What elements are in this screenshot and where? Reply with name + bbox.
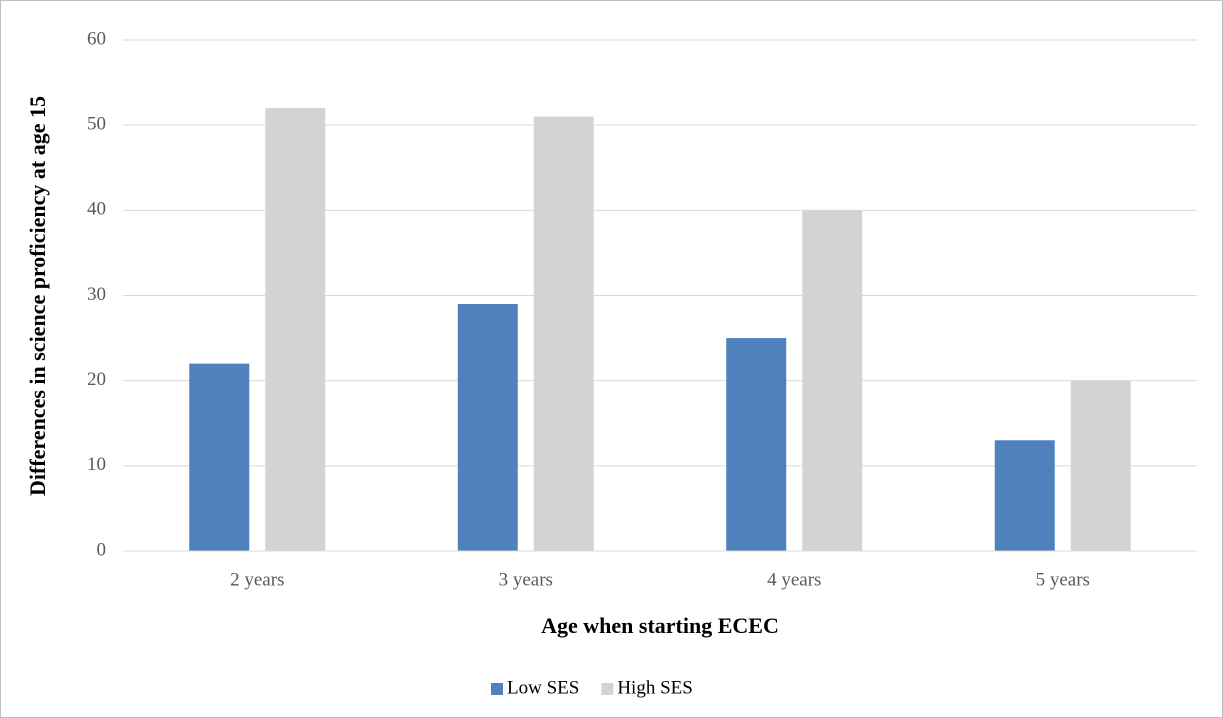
y-axis-title: Differences in science proficiency at ag… [25,96,50,496]
y-tick-label: 60 [87,28,106,49]
bar [189,363,250,551]
x-tick-label: 4 years [767,569,821,590]
legend-swatch [601,683,614,695]
bar [1070,380,1131,551]
y-tick-label: 0 [97,539,107,560]
legend-label: High SES [617,677,693,698]
bar [457,304,518,551]
bar [726,338,787,551]
y-tick-label: 40 [87,199,106,220]
y-tick-label: 50 [87,114,106,135]
y-tick-label: 30 [87,284,106,305]
legend-swatch [491,683,503,695]
bar [994,440,1055,551]
bar [533,116,594,552]
x-axis-title: Age when starting ECEC [541,613,779,638]
x-tick-label: 3 years [499,569,553,590]
y-tick-label: 10 [87,454,106,475]
legend-label: Low SES [507,677,579,698]
bar [265,108,326,551]
bar [802,210,863,552]
x-tick-label: 2 years [230,569,284,590]
y-tick-label: 20 [87,369,106,390]
x-tick-label: 5 years [1036,569,1090,590]
